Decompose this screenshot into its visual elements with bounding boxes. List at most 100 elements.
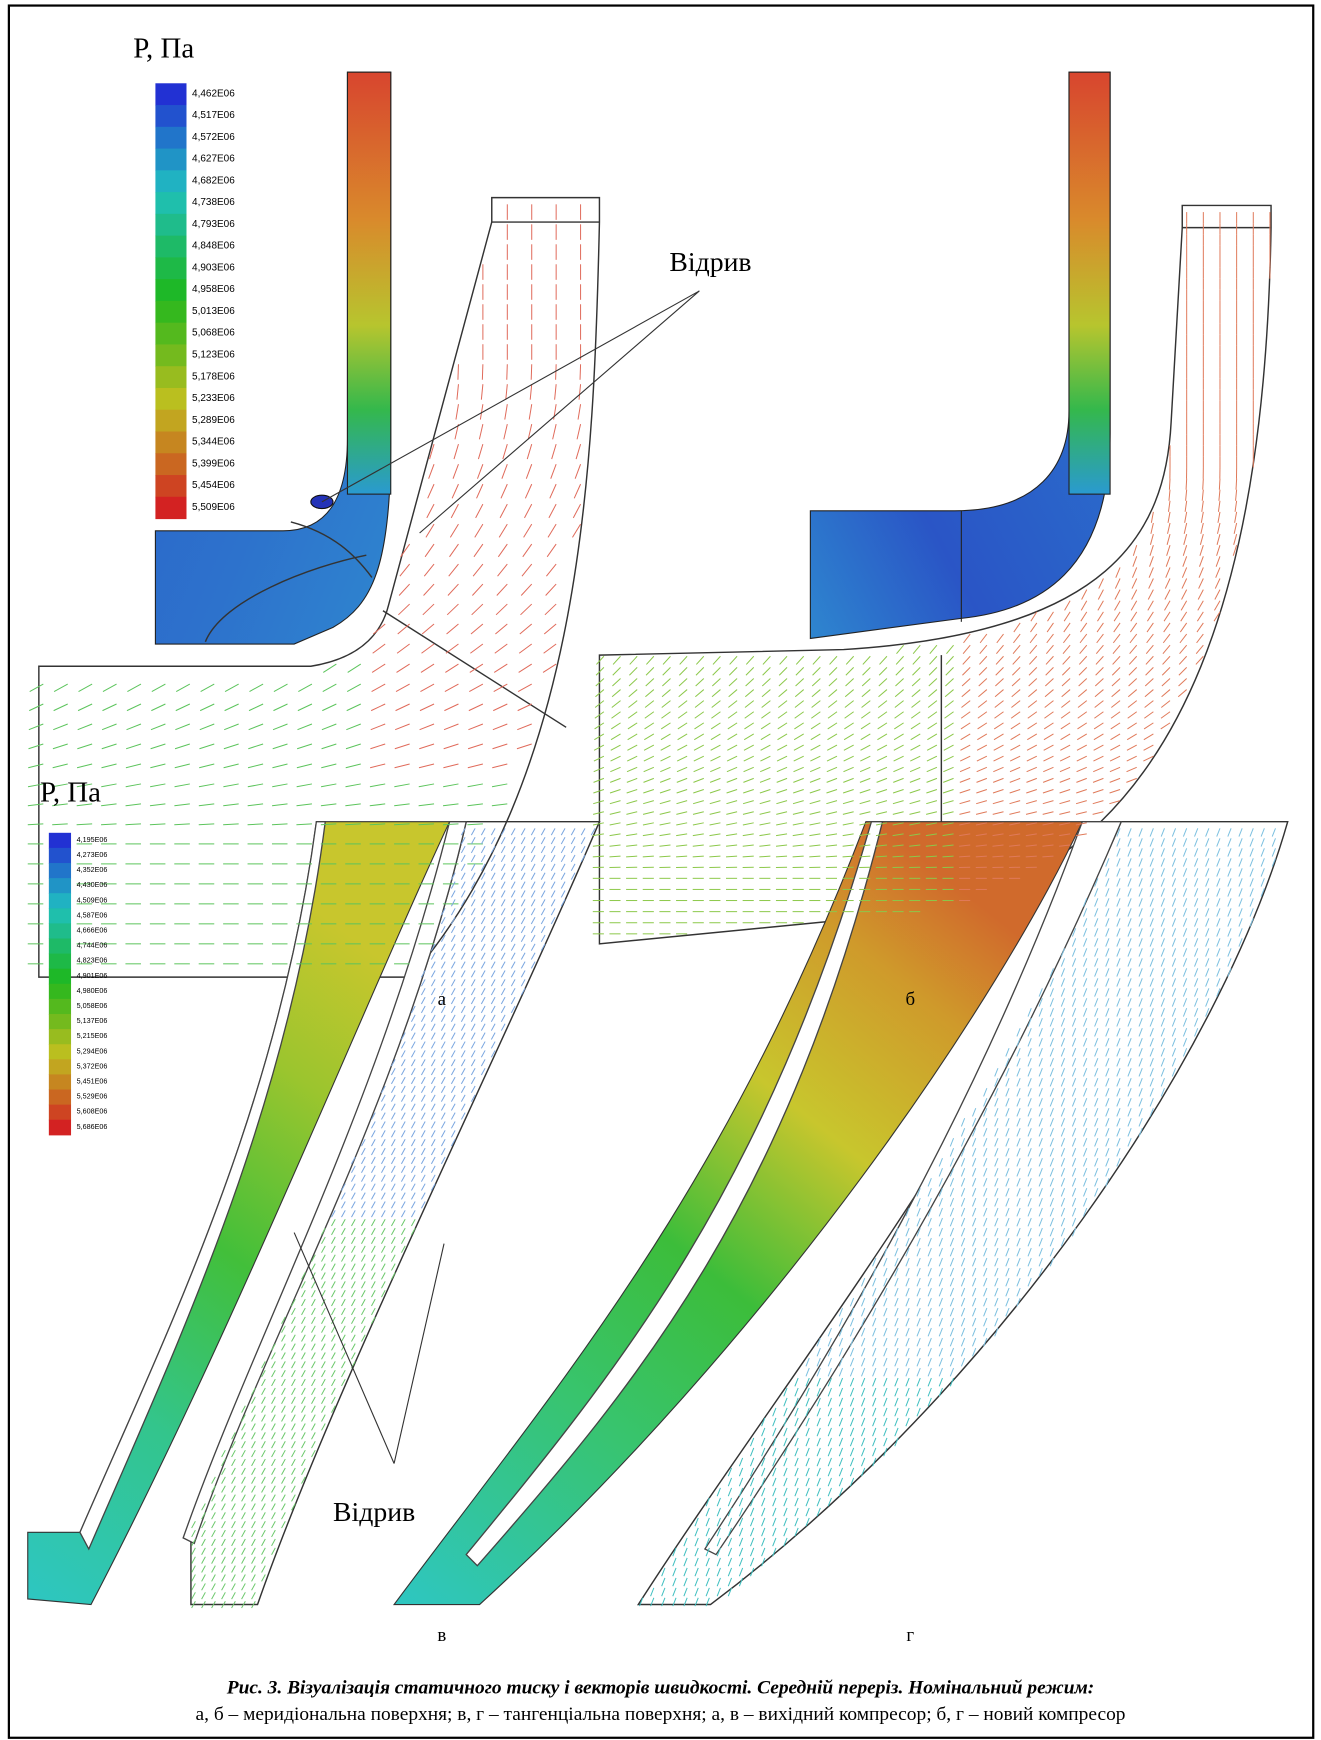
colorbar-swatch [49, 1074, 71, 1090]
colorbar-label: 4,903E06 [192, 262, 235, 273]
colorbar-swatch [155, 366, 186, 388]
colorbar-label: 5,344E06 [192, 437, 235, 448]
colorbar-label: 5,137E06 [77, 1016, 108, 1025]
colorbar-swatch [49, 1059, 71, 1075]
colorbar-swatch [155, 127, 186, 149]
annotation: Відрив [333, 1497, 415, 1528]
colorbar-label: 4,587E06 [77, 910, 108, 919]
colorbar-swatch [155, 170, 186, 192]
colorbar-label: 5,215E06 [77, 1031, 108, 1040]
colorbar-swatch [155, 388, 186, 410]
colorbar-swatch [155, 279, 186, 301]
colorbar-label: 4,666E06 [77, 925, 108, 934]
colorbar-swatch [155, 497, 186, 519]
vector [556, 364, 557, 380]
panel-label: б [905, 989, 915, 1010]
colorbar-swatch [49, 999, 71, 1015]
colorbar-label: 4,682E06 [192, 175, 235, 186]
colorbar-swatch [49, 1044, 71, 1060]
colorbar-label: 5,178E06 [192, 371, 235, 382]
colorbar-label: 4,430E06 [77, 880, 108, 889]
colorbar-swatch [49, 1029, 71, 1045]
colorbar-swatch [49, 954, 71, 970]
colorbar-label: 4,509E06 [77, 895, 108, 904]
colorbar-swatch [49, 939, 71, 955]
vector [1236, 479, 1237, 490]
colorbar-swatch [155, 236, 186, 258]
colorbar-swatch [155, 432, 186, 454]
legend-title: P, Па [40, 777, 101, 809]
colorbar-label: 4,517E06 [192, 110, 235, 121]
colorbar-label: 5,372E06 [77, 1061, 108, 1070]
vector [1203, 479, 1204, 490]
colorbar-swatch [49, 1090, 71, 1106]
annotation: Відрив [669, 247, 751, 278]
colorbar-swatch [155, 323, 186, 345]
colorbar-swatch [155, 257, 186, 279]
colorbar-label: 4,848E06 [192, 241, 235, 252]
colorbar-label: 4,958E06 [192, 284, 235, 295]
panel-label: а [438, 989, 447, 1010]
colorbar-swatch [49, 893, 71, 909]
colorbar-label: 4,462E06 [192, 88, 235, 99]
colorbar-label: 4,195E06 [77, 835, 108, 844]
colorbar-swatch [155, 453, 186, 475]
colorbar-swatch [49, 1120, 71, 1136]
colorbar-label: 4,823E06 [77, 956, 108, 965]
colorbar-swatch [49, 984, 71, 1000]
colorbar-label: 4,627E06 [192, 154, 235, 165]
vector [580, 364, 581, 380]
colorbar-label: 4,980E06 [77, 986, 108, 995]
colorbar-label: 5,451E06 [77, 1076, 108, 1085]
colorbar-label: 5,013E06 [192, 306, 235, 317]
vector [1219, 479, 1220, 490]
colorbar-label: 4,744E06 [77, 941, 108, 950]
colorbar-label: 5,529E06 [77, 1092, 108, 1101]
colorbar-swatch [49, 878, 71, 894]
colorbar-label: 5,454E06 [192, 480, 235, 491]
colorbar-label: 5,686E06 [77, 1122, 108, 1131]
colorbar-swatch [155, 214, 186, 236]
colorbar-swatch [49, 848, 71, 864]
colorbar-swatch [155, 149, 186, 171]
colorbar-swatch [49, 908, 71, 924]
vector [482, 364, 483, 380]
colorbar-swatch [155, 475, 186, 497]
panel-label: г [906, 1625, 914, 1646]
colorbar-swatch [155, 192, 186, 214]
colorbar-swatch [49, 863, 71, 879]
colorbar-swatch [155, 410, 186, 432]
colorbar-swatch [155, 105, 186, 127]
colorbar-swatch [49, 833, 71, 849]
colorbar-swatch [49, 1105, 71, 1121]
legend-title: P, Па [133, 33, 194, 65]
colorbar-label: 5,608E06 [77, 1107, 108, 1116]
caption-title: Рис. 3. Візуалізація статичного тиску і … [226, 1677, 1095, 1698]
colorbar-label: 5,058E06 [77, 1001, 108, 1010]
colorbar-swatch [49, 923, 71, 939]
colorbar-label: 5,233E06 [192, 393, 235, 404]
vector [507, 364, 508, 380]
colorbar-label: 4,738E06 [192, 197, 235, 208]
colorbar-label: 5,123E06 [192, 350, 235, 361]
colorbar-label: 5,509E06 [192, 502, 235, 513]
colorbar-swatch [49, 1014, 71, 1030]
colorbar-label: 4,793E06 [192, 219, 235, 230]
colorbar-swatch [155, 83, 186, 105]
colorbar-label: 5,399E06 [192, 458, 235, 469]
vector [1186, 479, 1187, 490]
vector [1169, 479, 1170, 490]
colorbar-swatch [155, 344, 186, 366]
colorbar-label: 5,289E06 [192, 415, 235, 426]
colorbar-swatch [155, 301, 186, 323]
vector [458, 364, 459, 380]
vector [531, 364, 532, 380]
colorbar-label: 5,294E06 [77, 1046, 108, 1055]
colorbar-label: 4,273E06 [77, 850, 108, 859]
colorbar-label: 5,068E06 [192, 328, 235, 339]
colorbar-label: 4,572E06 [192, 132, 235, 143]
caption-text: а, б – меридіональна поверхня; в, г – та… [196, 1704, 1126, 1725]
